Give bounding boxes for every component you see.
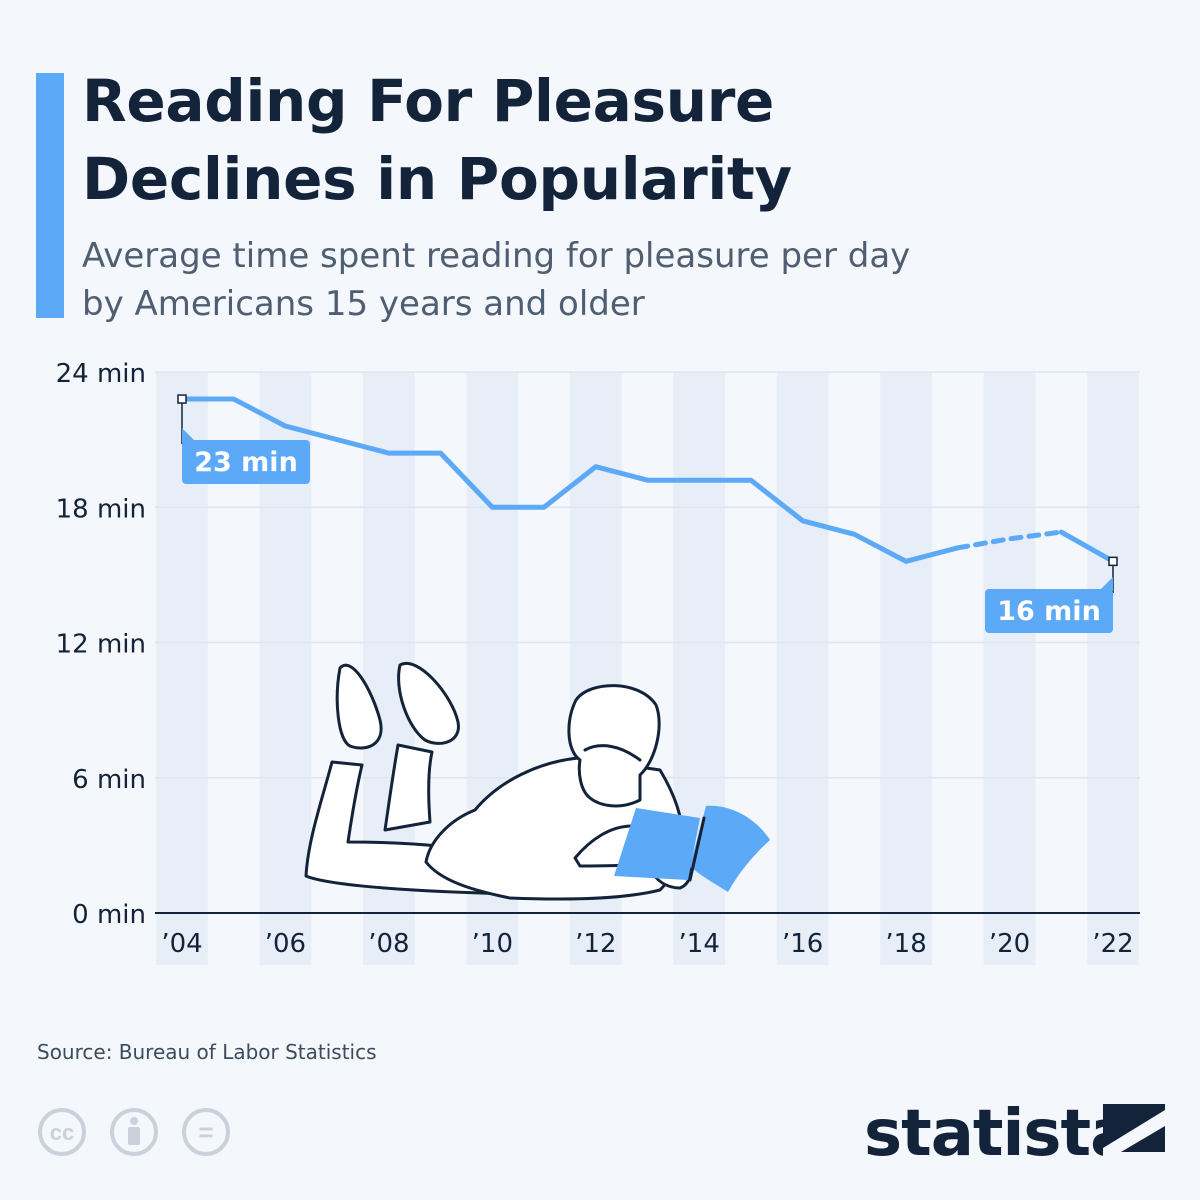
source-note: Source: Bureau of Labor Statistics (37, 1040, 377, 1064)
year-band (776, 372, 829, 965)
year-band (983, 372, 1036, 965)
callout-label: 16 min (997, 596, 1101, 627)
no-derivatives-icon[interactable]: = (182, 1108, 230, 1156)
callout-box (985, 589, 1113, 633)
attribution-icon[interactable] (110, 1108, 158, 1156)
x-axis-tick-labels: ’04 ’06 ’08 ’10 ’12 ’14 ’16 ’18 ’20 ’22 (161, 929, 1133, 959)
brand-wordmark[interactable]: statista (864, 1097, 1133, 1171)
chart-title-line-1: Reading For Pleasure (82, 67, 775, 135)
value-callouts: 23 min 16 min (177, 394, 1118, 633)
nd-icon-label: = (198, 1117, 213, 1147)
chart-title-line-2: Declines in Popularity (82, 145, 792, 213)
x-tick-label: ’06 (265, 929, 306, 959)
x-tick-label: ’04 (161, 929, 202, 959)
y-axis-tick-labels: 0 min 6 min 12 min 18 min 24 min (56, 359, 146, 930)
chart-subtitle-line-1: Average time spent reading for pleasure … (82, 236, 911, 276)
chart-subtitle: Average time spent reading for pleasure … (82, 232, 1162, 328)
chart-subtitle-line-2: by Americans 15 years and older (82, 284, 645, 324)
year-band (1087, 372, 1139, 965)
series-line-solid (179, 396, 961, 564)
callout-pointer (182, 428, 196, 442)
y-tick-label: 0 min (72, 900, 146, 930)
data-point-marker (177, 394, 187, 404)
license-icons: cc = (38, 1108, 230, 1156)
x-tick-label: ’20 (989, 929, 1030, 959)
callout-label: 23 min (194, 447, 298, 478)
x-tick-label: ’14 (679, 929, 720, 959)
series-line-dashed (955, 529, 1064, 551)
line-chart: 0 min 6 min 12 min 18 min 24 min ’04 ’06 ’08 ’1… (56, 359, 1140, 965)
x-tick-label: ’08 (368, 929, 409, 959)
y-tick-label: 12 min (56, 630, 146, 660)
series-line-solid (1058, 529, 1116, 564)
x-tick-label: ’22 (1092, 929, 1133, 959)
data-point-marker (1108, 556, 1118, 567)
callout-pointer (1099, 577, 1113, 591)
creative-commons-icon[interactable]: cc (38, 1108, 86, 1156)
chart-title: Reading For Pleasure Declines in Popular… (82, 62, 1162, 218)
statista-logo-icon[interactable] (1103, 1104, 1165, 1166)
title-accent-bar (36, 73, 64, 318)
year-band (880, 372, 932, 965)
cc-icon-label: cc (50, 1120, 74, 1145)
x-tick-label: ’18 (885, 929, 926, 959)
y-tick-label: 6 min (72, 765, 146, 795)
y-tick-label: 24 min (56, 359, 146, 389)
x-tick-label: ’12 (575, 929, 616, 959)
callout-box (182, 440, 310, 484)
y-tick-label: 18 min (56, 494, 146, 524)
x-tick-label: ’10 (472, 929, 513, 959)
series-line (179, 396, 1116, 564)
reading-person-illustration (304, 661, 770, 901)
x-tick-label: ’16 (782, 929, 823, 959)
